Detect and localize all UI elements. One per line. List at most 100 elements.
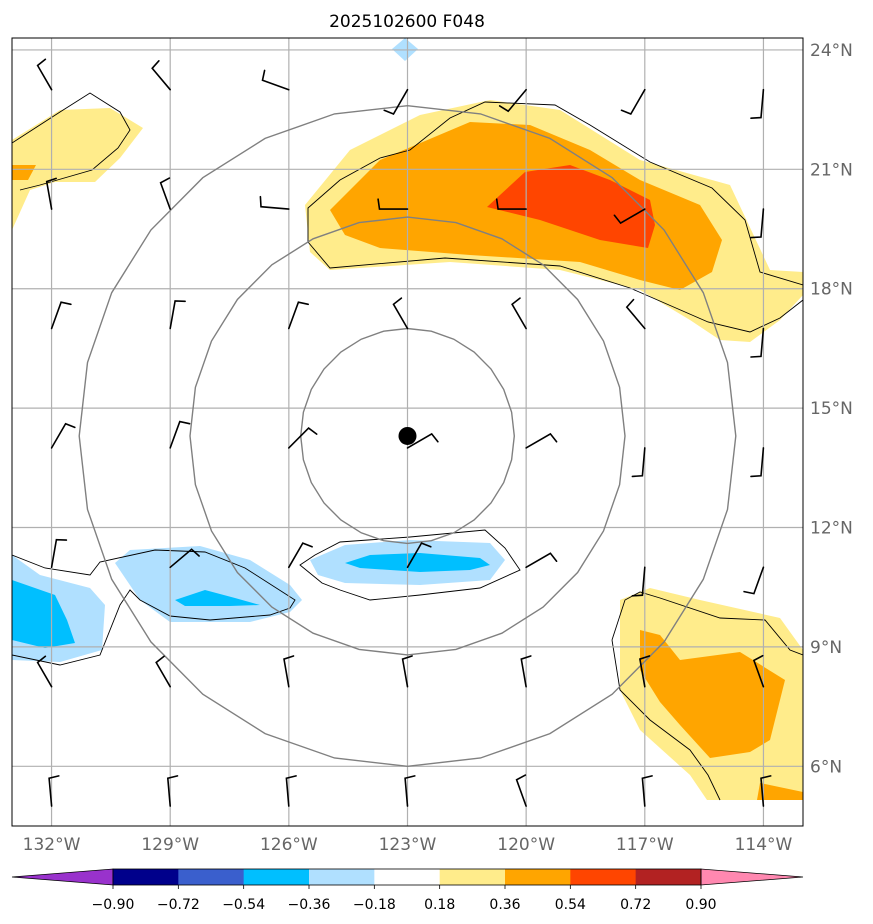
wind-barb-icon (406, 542, 432, 569)
lon-label: 126°W (260, 835, 318, 855)
colorbar-under-arrow (11, 868, 114, 886)
wind-barb-icon (404, 775, 416, 807)
wind-barb-icon (159, 177, 171, 210)
field-neg-far-west-core (12, 580, 75, 648)
field-pos-se-corner (757, 783, 803, 800)
wind-barb-icon (50, 422, 76, 449)
wind-barb-icon (283, 655, 295, 688)
colorbar-tick-label: 0.36 (489, 897, 520, 913)
range-ring (78, 104, 737, 768)
field-neg-west-core (175, 590, 260, 606)
wind-barb-icon (498, 88, 527, 113)
wind-barb-icon (36, 58, 53, 91)
wind-barb-icon (377, 198, 409, 210)
colorbar-bin (178, 869, 245, 885)
wind-barb-icon (48, 775, 60, 807)
lon-label: 114°W (735, 835, 793, 855)
wind-barb-icon (50, 538, 68, 569)
wind-barb-icon (155, 655, 171, 688)
colorbar-bin (505, 869, 571, 885)
colorbar: −0.90 −0.72 −0.54 −0.36 −0.18 0.18 0.36 0.54 0.7… (11, 868, 804, 913)
lon-label: 129°W (141, 835, 199, 855)
wind-barbs (36, 58, 772, 807)
wind-barb-icon (495, 198, 527, 210)
colorbar-bin (570, 869, 637, 885)
wind-barb-icon (169, 300, 186, 330)
wind-barb-icon (620, 88, 646, 115)
lat-label: 21°N (810, 160, 853, 180)
colorbar-tick-label: −0.36 (288, 897, 331, 913)
wind-barb-icon (515, 774, 527, 807)
wind-barb-icon (641, 775, 653, 807)
colorbar-tick-labels: −0.90 −0.72 −0.54 −0.36 −0.18 0.18 0.36 0.54 0.7… (92, 885, 717, 913)
wind-barb-icon (520, 655, 532, 688)
colorbar-bin (374, 869, 441, 885)
wind-barb-icon (45, 177, 57, 210)
colorbar-bin (113, 869, 179, 885)
lat-label: 24°N (810, 41, 853, 61)
outline-se (611, 591, 803, 656)
colorbar-frame (112, 868, 702, 886)
gridlines (12, 38, 803, 826)
wind-barb-icon (169, 420, 191, 449)
wind-barb-icon (525, 432, 558, 449)
colorbar-tick-label: −0.90 (92, 897, 135, 913)
outline-se-lower (611, 639, 721, 801)
wind-barb-icon (752, 654, 765, 688)
wind-barb-icon (261, 69, 290, 91)
lon-label: 120°W (497, 835, 555, 855)
lat-label: 12°N (810, 519, 853, 539)
colorbar-tick-label: −0.18 (353, 897, 396, 913)
wind-barb-icon (151, 60, 171, 91)
wind-barb-icon (760, 775, 772, 807)
field-neg-center-core (345, 553, 490, 572)
wind-barb-icon (288, 542, 313, 569)
wind-barb-icon (631, 566, 646, 597)
colorbar-tick-label: 0.90 (685, 897, 716, 913)
colorbar-tick-label: 0.54 (555, 897, 586, 913)
storm-center-marker (398, 426, 417, 445)
wind-barb-icon (50, 301, 72, 330)
colorbar-over-arrow (700, 868, 804, 886)
colorbar-bin (309, 869, 375, 885)
map-frame (11, 37, 804, 827)
wind-barb-icon (383, 88, 409, 115)
field-pos-se-mid (640, 630, 785, 758)
colorbar-tick-label: −0.72 (157, 897, 200, 913)
lon-label: 132°W (23, 835, 81, 855)
wind-barb-icon (166, 775, 179, 807)
lat-label: 15°N (810, 399, 853, 419)
lon-label: 117°W (616, 835, 674, 855)
colorbar-tick-label: 0.18 (424, 897, 455, 913)
wind-barb-icon (750, 447, 765, 478)
field-pos-north-core (487, 165, 655, 248)
wind-barb-icon (259, 195, 290, 210)
wind-barb-icon (401, 655, 413, 688)
map-title: 2025102600 F048 (329, 12, 485, 32)
wind-barb-icon (285, 775, 297, 807)
latitude-labels: 24°N 21°N 18°N 15°N 12°N 9°N 6°N (810, 41, 853, 777)
wind-barb-icon (750, 208, 765, 239)
lon-label: 123°W (379, 835, 437, 855)
wind-barb-icon (631, 447, 646, 478)
colorbar-bins (113, 869, 702, 885)
wind-barb-icon (406, 432, 439, 449)
outline-center-south (299, 529, 521, 601)
colorbar-bin (243, 869, 310, 885)
colorbar-bin (635, 869, 702, 885)
wind-barb-icon (750, 88, 765, 119)
outline-nw (12, 92, 131, 191)
wind-barb-icon (511, 297, 527, 330)
wind-barb-icon (169, 548, 200, 569)
outline-north (307, 101, 803, 333)
wind-barb-icon (392, 297, 409, 330)
wind-barb-icon (638, 655, 651, 688)
field-neg-west-outer (115, 546, 302, 622)
lat-label: 6°N (810, 757, 842, 777)
colorbar-tick-label: −0.54 (222, 897, 265, 913)
wind-barb-icon (288, 427, 318, 449)
colorbar-bin (439, 869, 506, 885)
map-area (12, 38, 803, 826)
lat-label: 9°N (810, 638, 842, 658)
wind-barb-icon (36, 655, 53, 688)
